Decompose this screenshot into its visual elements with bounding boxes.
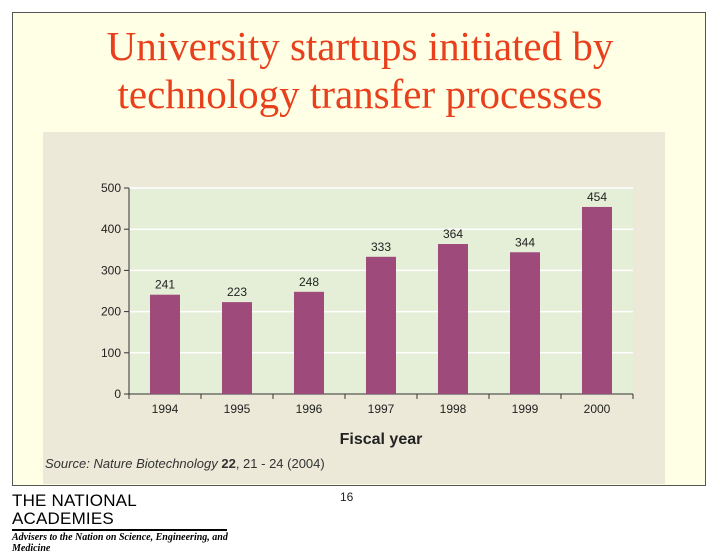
bar — [510, 252, 540, 394]
x-tick-label: 1995 — [224, 402, 251, 416]
national-academies-logo: THE NATIONAL ACADEMIES Advisers to the N… — [12, 491, 232, 554]
logo-wordmark: THE NATIONAL ACADEMIES — [12, 491, 137, 528]
bar-data-label: 333 — [371, 240, 391, 254]
bar-data-label: 248 — [299, 275, 319, 289]
x-tick-label: 1994 — [152, 402, 179, 416]
source-label: Source — [45, 456, 87, 471]
slide-title-line-1: University startups initiated by — [106, 23, 614, 69]
bar — [438, 244, 468, 394]
x-tick-label: 1996 — [296, 402, 323, 416]
bar-data-label: 364 — [443, 227, 463, 241]
logo-tagline: Advisers to the Nation on Science, Engin… — [12, 532, 228, 554]
y-tick-label: 400 — [101, 222, 121, 236]
logo-rule — [12, 529, 227, 531]
bar — [582, 206, 612, 394]
source-pages: , 21 - 24 (2004) — [235, 456, 325, 471]
source-journal: Nature Biotechnology — [89, 456, 222, 471]
bar-chart: 0 100 200 300 400 500 241 1994 223 1995 248 1996 333… — [101, 181, 634, 448]
bar — [366, 256, 396, 394]
source-volume: 22 — [221, 456, 236, 471]
slide-title: University startups initiated by technol… — [0, 22, 720, 118]
x-tick-label: 1997 — [368, 402, 395, 416]
y-tick-label: 0 — [114, 387, 121, 401]
x-tick-label: 2000 — [584, 402, 611, 416]
y-tick-label: 100 — [101, 346, 121, 360]
slide-title-line-2: technology transfer processes — [117, 71, 603, 117]
page-number: 16 — [340, 490, 354, 504]
y-tick-label: 500 — [101, 181, 121, 195]
x-tick-label: 1998 — [440, 402, 467, 416]
y-tick-label: 300 — [101, 263, 121, 277]
bar-data-label: 241 — [155, 278, 175, 292]
bar — [294, 291, 324, 394]
bar — [222, 302, 252, 394]
x-axis-title: Fiscal year — [340, 431, 423, 448]
bar-data-label: 344 — [515, 235, 535, 249]
bar-data-label: 454 — [587, 190, 607, 204]
source-separator: : — [86, 456, 90, 471]
y-tick-label: 200 — [101, 305, 121, 319]
x-tick-label: 1999 — [512, 402, 539, 416]
bar-data-label: 223 — [227, 285, 247, 299]
bar — [150, 294, 180, 394]
source-citation: Source: Nature Biotechnology 22, 21 - 24… — [45, 456, 325, 471]
